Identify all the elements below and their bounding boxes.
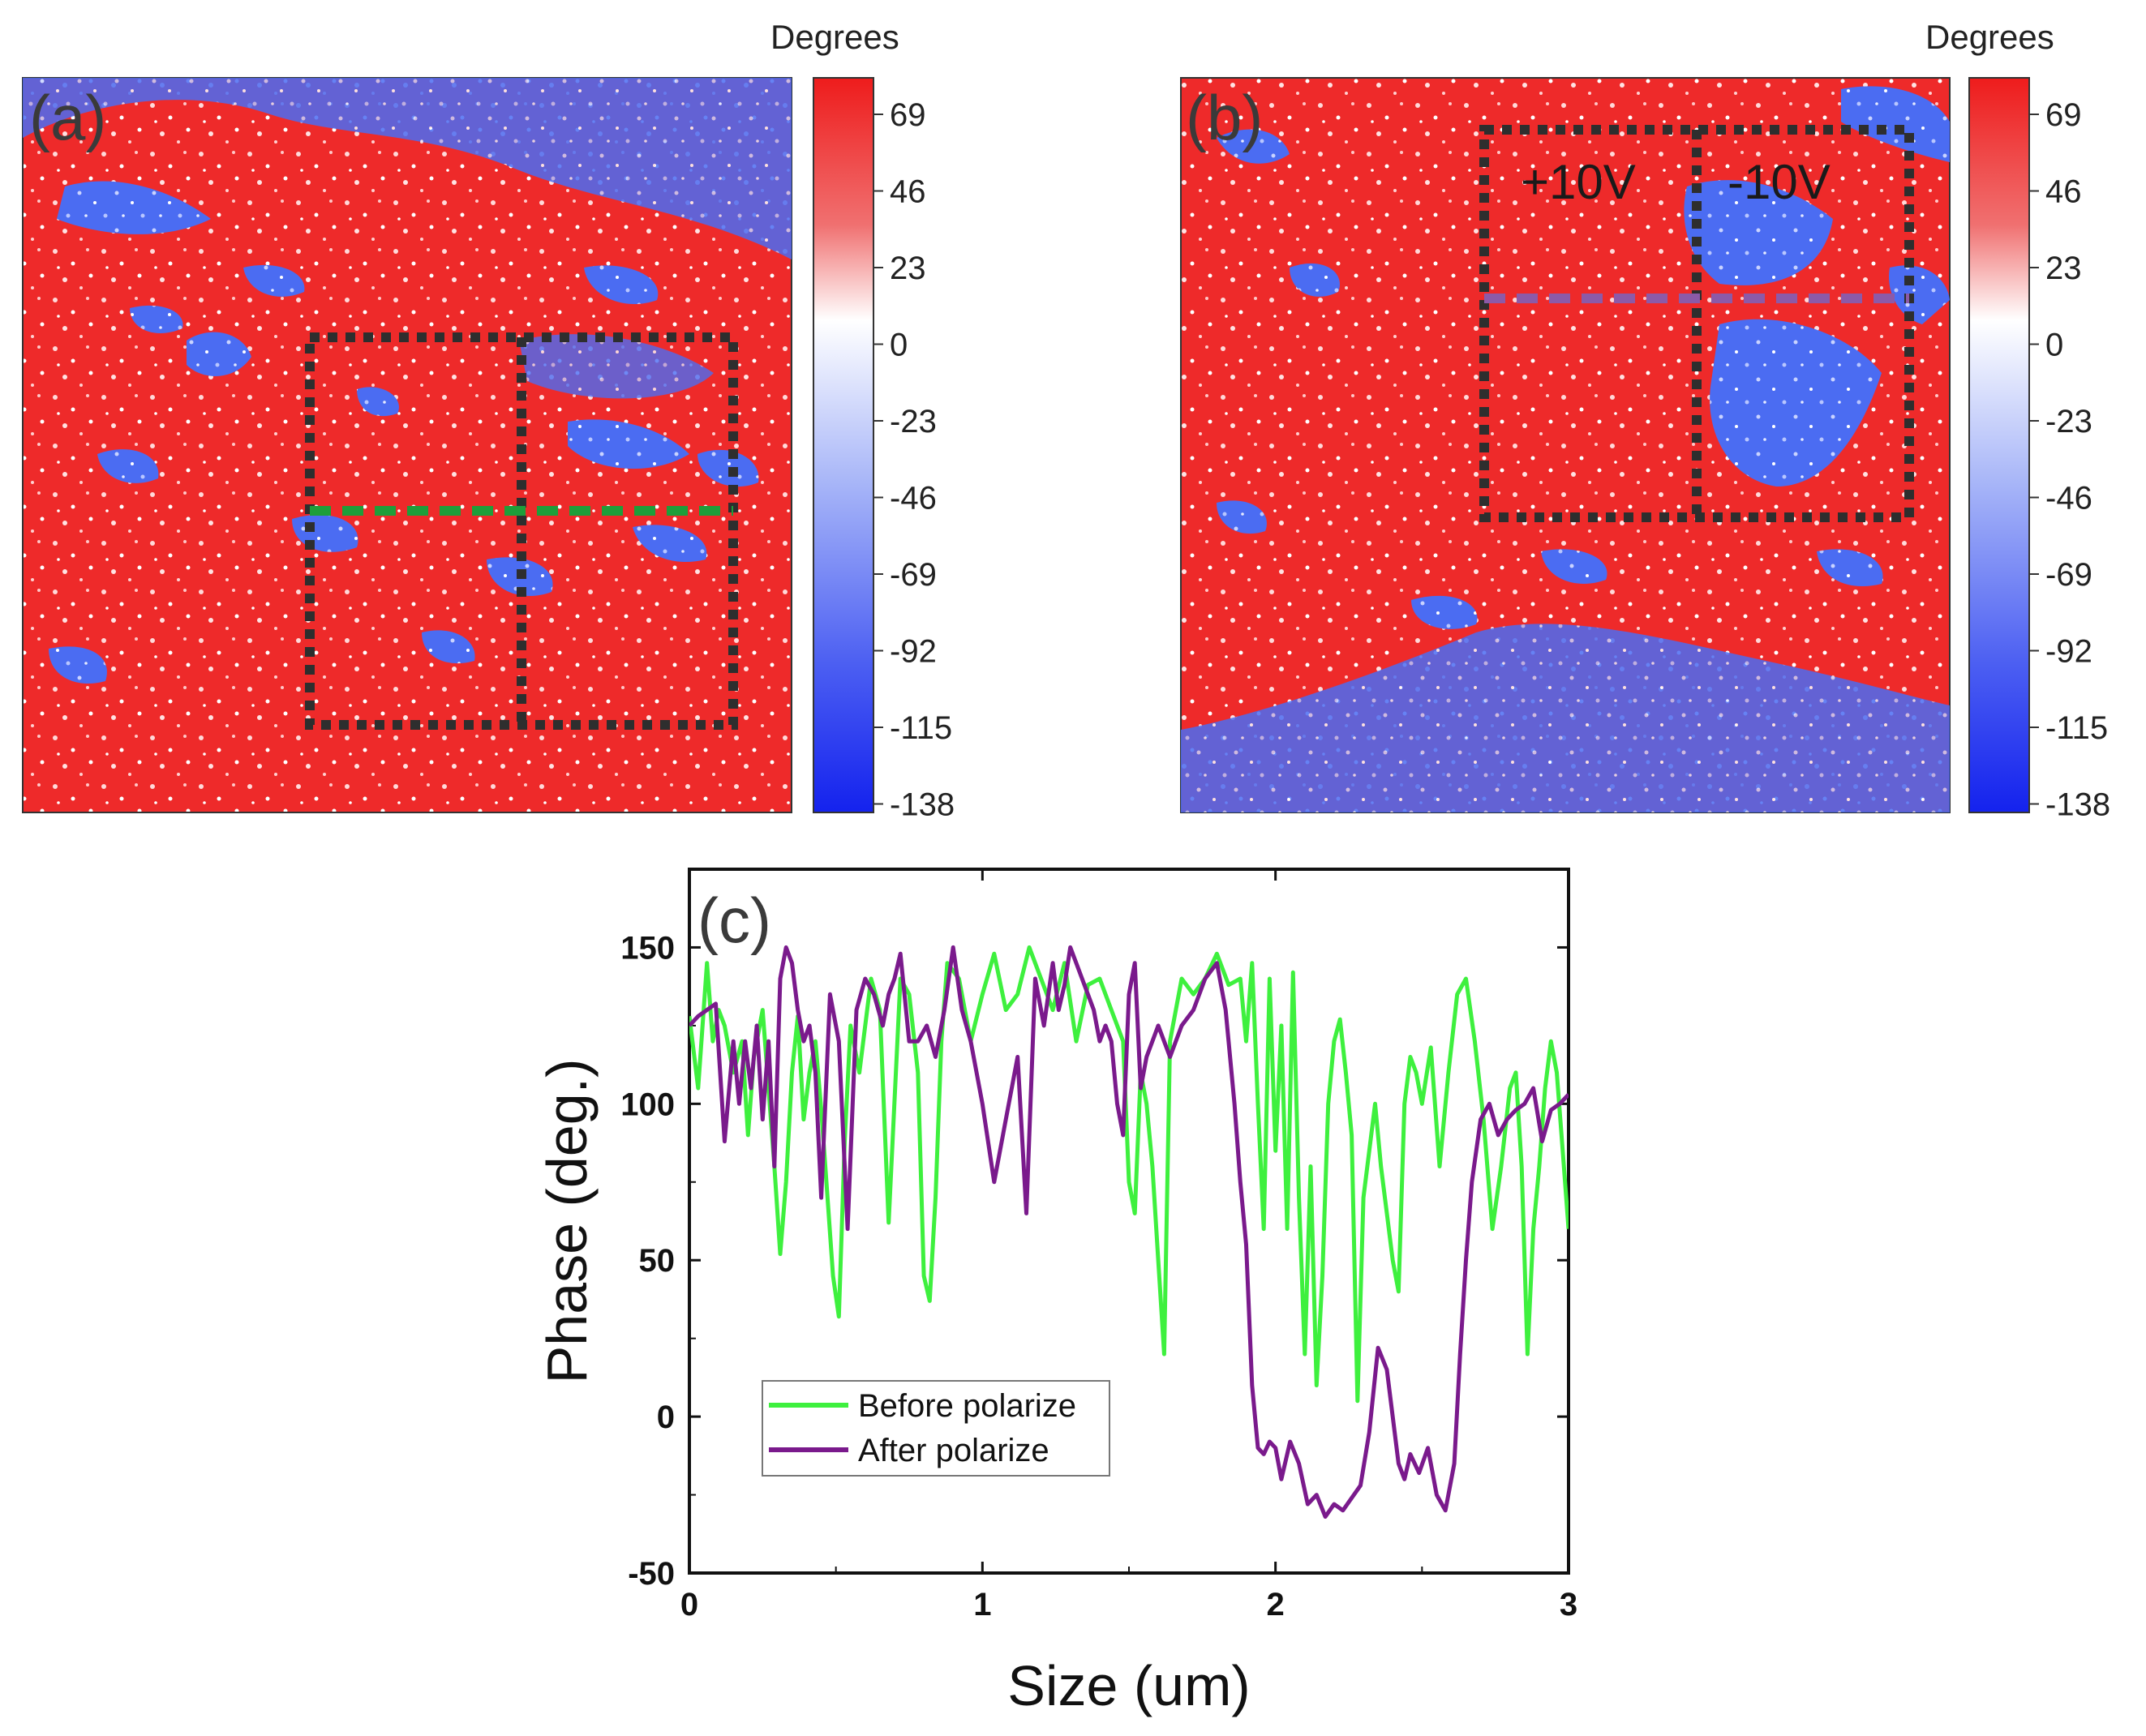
legend-box [762,1380,1110,1477]
y-tick-label: 50 [639,1243,676,1279]
x-tick-label: 0 [680,1587,698,1622]
colorbar-tick-label: 23 [2045,251,2082,286]
colorbar-tick-label: -23 [890,404,937,439]
colorbar-tick-label: 23 [890,251,926,286]
legend-label-after: After polarize [858,1433,1049,1468]
y-axis-label: Phase (deg.) [535,1059,599,1384]
colorbar-tick-label: 0 [2045,328,2063,363]
colorbar-tick-label: -115 [890,710,952,746]
colorbar-tick-label: -92 [2045,634,2092,670]
legend-label-before: Before polarize [858,1388,1076,1424]
panel-b-colorbar-ticks: 69 46 23 0 -23 -46 -69 -92 -115 -138 [2029,97,2110,823]
panel-b-label: (b) [1186,82,1263,153]
colorbar-tick-label: -115 [2045,710,2108,746]
colorbar-tick-label: 69 [890,97,926,133]
panel-a: (a) Degrees 69 46 23 0 -23 -46 -69 -92 -115 -138 [22,18,955,823]
panel-a-colorbar [813,77,874,813]
colorbar-tick-label: -69 [890,557,937,593]
colorbar-tick-label: -138 [890,787,955,823]
panel-a-colorbar-title: Degrees [770,18,899,56]
colorbar-tick-label: 46 [2045,174,2082,210]
x-tick-label: 2 [1267,1587,1285,1622]
panel-b-region-plus: +10V [1521,155,1636,209]
x-tick-label: 3 [1560,1587,1577,1622]
panel-b-colorbar-title: Degrees [1925,18,2054,56]
panel-a-blue-domains [23,78,792,684]
panel-a-colorbar-ticks: 69 46 23 0 -23 -46 -69 -92 -115 -138 [873,97,955,823]
panel-a-label: (a) [29,82,106,153]
panel-b-region-minus: -10V [1728,155,1831,209]
colorbar-tick-label: 46 [890,174,926,210]
y-tick-label: 100 [620,1087,675,1122]
panel-b-box [1479,125,1914,522]
colorbar-tick-label: -46 [2045,481,2092,517]
series-lines [689,945,1569,1520]
colorbar-tick-label: -69 [2045,557,2092,593]
panel-b-colorbar [1968,77,2030,813]
colorbar-tick-label: 69 [2045,97,2082,133]
legend: Before polarize After polarize [762,1380,1110,1477]
y-tick-label: -50 [628,1556,675,1592]
panel-c-label: (c) [697,885,771,956]
colorbar-tick-label: -138 [2045,787,2110,823]
series-before-polarize-line [689,945,1569,1404]
series-after-polarize-line [689,945,1569,1520]
colorbar-tick-label: 0 [890,328,908,363]
colorbar-tick-label: -92 [890,634,937,670]
colorbar-tick-label: -46 [890,481,937,517]
x-tick-label: 1 [973,1587,991,1622]
y-tick-label: 0 [657,1400,675,1435]
y-tick-label: 150 [620,930,675,966]
panel-a-box [305,332,738,730]
panel-b: (b) +10V -10V Degrees 69 46 23 0 -23 -46 -69 -9… [1180,18,2110,823]
colorbar-tick-label: -23 [2045,404,2092,439]
x-axis-label: Size (um) [1007,1654,1250,1717]
panel-b-blue-domains [1181,86,1950,812]
